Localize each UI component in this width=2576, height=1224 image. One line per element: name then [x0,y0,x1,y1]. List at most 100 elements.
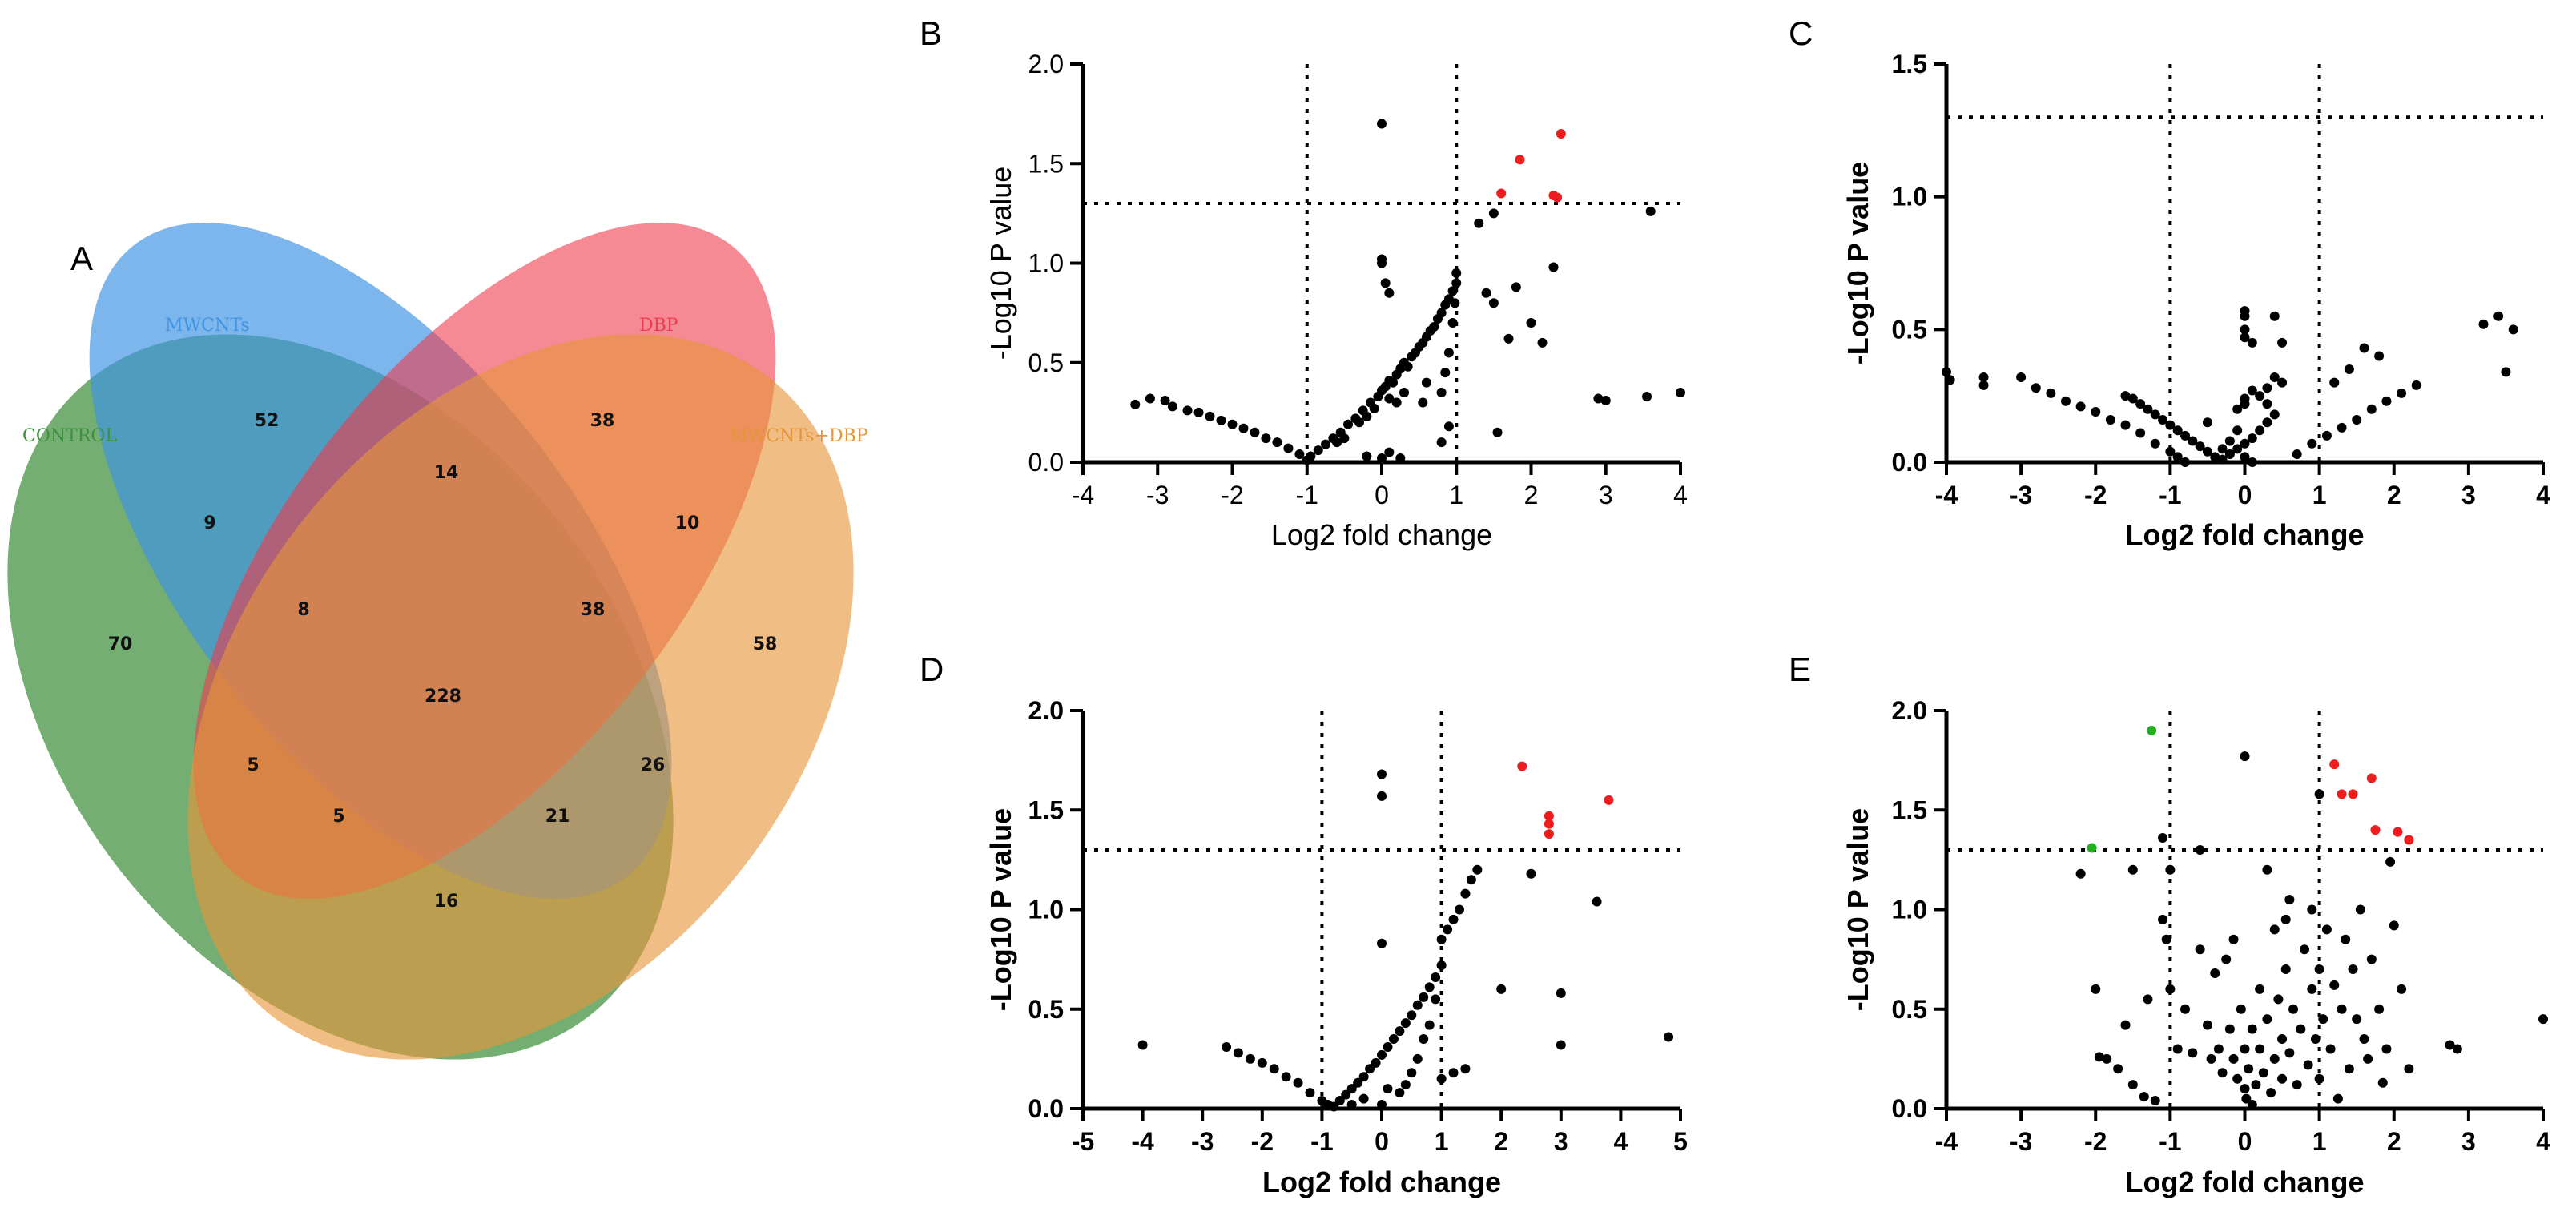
y-tick-label: 1.5 [1028,149,1064,178]
point-not-significant [2501,367,2511,377]
point-not-significant [2337,1004,2347,1014]
point-not-significant [2105,414,2115,425]
venn-diagram: A CONTROL MWCNTs DBP MWCNTs+DBP 70 52 38… [7,223,868,1060]
point-not-significant [1481,288,1491,298]
point-not-significant [2172,1044,2183,1054]
point-not-significant [1205,411,1215,421]
point-not-significant [1193,407,1204,417]
point-not-significant [1395,1026,1405,1037]
point-not-significant [2143,404,2153,414]
x-tick-label: -3 [2010,1127,2032,1156]
point-not-significant [2165,446,2176,457]
volcano-plot-b: -4 -3 -2 -1 0 1 2 3 4 0.0 0.5 1.0 1.5 2.0 Log2 fold ch… [984,50,1688,551]
point-not-significant [2325,1044,2336,1054]
point-not-significant [2307,984,2317,994]
point-not-significant [1395,1088,1405,1098]
venn-count-control-mwcnts: 9 [203,513,215,533]
point-not-significant [1600,395,1611,405]
point-not-significant [2240,311,2250,321]
point-not-significant [2385,856,2396,867]
y-tick-label: 0.0 [1892,448,1927,477]
point-not-significant [1383,1084,1393,1094]
point-not-significant [1419,1034,1429,1045]
x-tick-label: -4 [1131,1127,1154,1156]
point-not-significant [1365,1064,1375,1074]
point-not-significant [1488,208,1499,219]
point-not-significant [1160,395,1170,405]
point-significant-up [1604,795,1614,805]
point-not-significant [2210,452,2220,462]
point-not-significant [2139,1092,2149,1102]
point-not-significant [1400,1080,1411,1090]
point-not-significant [1245,1053,1255,1064]
point-not-significant [2397,984,2407,994]
point-not-significant [2452,1044,2462,1054]
point-significant-up [2329,759,2340,770]
point-not-significant [2314,1073,2324,1084]
point-not-significant [2363,1053,2373,1064]
venn-label-control: CONTROL [22,426,117,446]
point-not-significant [2280,964,2291,975]
x-tick-label: -1 [1310,1127,1333,1156]
y-axis-title: -Log10 P value [1841,162,1874,364]
venn-count-mwcnts-dbp-combo: 38 [581,600,606,620]
point-not-significant [2244,1064,2254,1074]
point-not-significant [1362,451,1372,461]
point-not-significant [2341,934,2351,944]
point-not-significant [1436,934,1447,944]
point-not-significant [1353,1077,1363,1088]
point-not-significant [2262,417,2272,428]
point-not-significant [2143,994,2153,1005]
point-not-significant [1676,388,1685,398]
point-not-significant [2202,1020,2212,1030]
point-not-significant [2224,1024,2235,1034]
point-not-significant [2210,968,2220,979]
point-not-significant [2236,1004,2246,1014]
point-not-significant [2213,1044,2224,1054]
point-not-significant [2165,864,2176,875]
point-not-significant [2031,383,2041,393]
point-not-significant [1407,1068,1417,1078]
point-not-significant [1341,1089,1351,1100]
point-not-significant [2337,422,2347,433]
venn-count-control-mwcnts-combo: 21 [545,807,570,827]
point-not-significant [2232,404,2243,414]
point-not-significant [1137,1040,1148,1050]
point-not-significant [1145,393,1155,404]
y-tick-label: 0.0 [1892,1094,1927,1123]
point-not-significant [1395,453,1406,464]
point-significant-up [1556,128,1566,139]
x-axis-title: Log2 fold change [1271,518,1492,551]
point-not-significant [2277,1034,2288,1045]
point-not-significant [2120,1020,2131,1030]
point-not-significant [1421,377,1431,388]
point-not-significant [1593,393,1604,404]
venn-count-mwcnts-combo: 26 [641,755,666,775]
point-not-significant [1548,262,1559,272]
point-not-significant [1942,367,1951,377]
point-not-significant [1443,924,1453,935]
panel-letter-a: A [70,240,93,277]
point-not-significant [2247,385,2257,396]
point-not-significant [2411,380,2421,390]
point-significant-down [2087,843,2097,853]
point-not-significant [2094,1052,2104,1062]
y-tick-label: 0.5 [1892,315,1927,344]
point-not-significant [2374,351,2385,361]
point-not-significant [1377,254,1387,264]
venn-label-dbp: DBP [639,316,678,336]
x-tick-label: 3 [1599,481,1613,509]
point-not-significant [2240,452,2250,462]
point-not-significant [2221,954,2232,964]
point-not-significant [1294,449,1305,460]
point-not-significant [1343,419,1354,429]
panel-letter-b: B [920,14,942,52]
point-significant-up [2366,773,2377,783]
point-not-significant [2228,934,2239,944]
point-not-significant [2280,914,2291,924]
point-not-significant [1443,348,1454,358]
point-not-significant [1436,1073,1447,1084]
x-tick-label: 1 [1435,1127,1449,1156]
point-not-significant [1272,437,1282,448]
x-tick-label: -2 [1251,1127,1274,1156]
